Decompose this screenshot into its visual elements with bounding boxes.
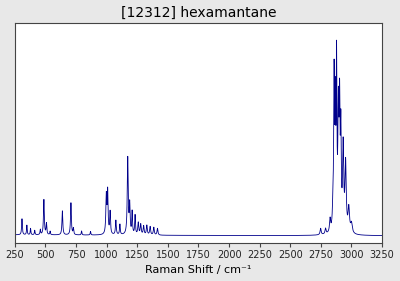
X-axis label: Raman Shift / cm⁻¹: Raman Shift / cm⁻¹ [145,266,252,275]
Title: [12312] hexamantane: [12312] hexamantane [121,6,276,20]
